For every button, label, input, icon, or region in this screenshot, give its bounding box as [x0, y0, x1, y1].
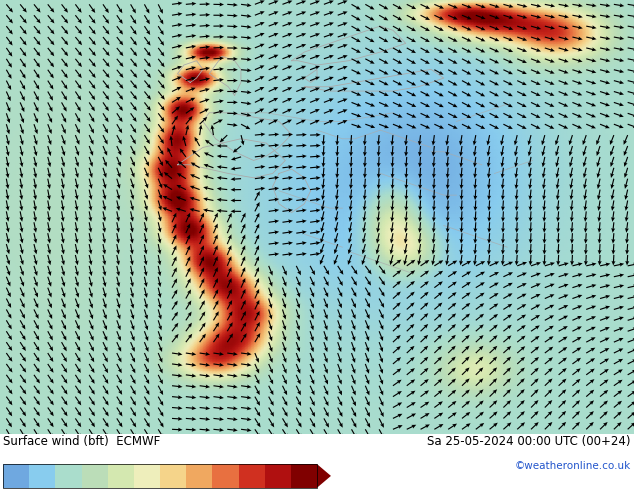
Bar: [160, 464, 186, 488]
Bar: [212, 464, 238, 488]
Bar: [265, 464, 291, 488]
Bar: [29, 464, 56, 488]
Text: Sa 25-05-2024 00:00 UTC (00+24): Sa 25-05-2024 00:00 UTC (00+24): [427, 435, 631, 448]
Bar: [3, 464, 29, 488]
Bar: [186, 464, 212, 488]
Bar: [108, 464, 134, 488]
Bar: [56, 464, 82, 488]
Bar: [238, 464, 265, 488]
Bar: [82, 464, 108, 488]
Text: ©weatheronline.co.uk: ©weatheronline.co.uk: [515, 461, 631, 471]
Text: Surface wind (bft)  ECMWF: Surface wind (bft) ECMWF: [3, 435, 160, 448]
Bar: [134, 464, 160, 488]
Polygon shape: [317, 464, 331, 488]
Bar: [3, 464, 317, 488]
Bar: [291, 464, 317, 488]
